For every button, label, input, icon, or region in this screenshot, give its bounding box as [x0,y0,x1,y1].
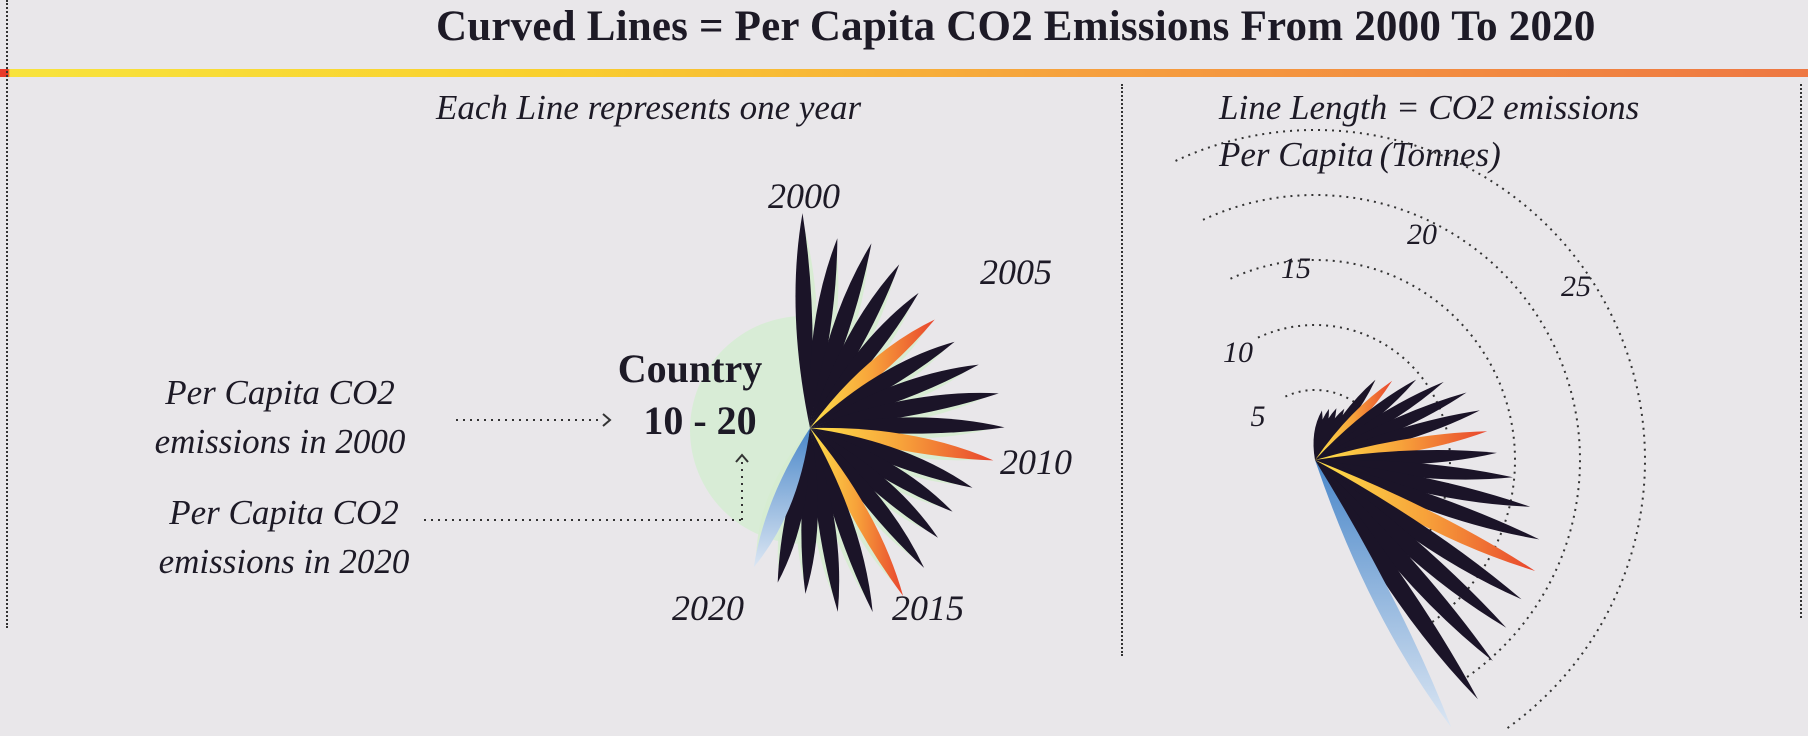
subtitle-right-line1: Line Length = CO2 emissions [1219,88,1640,127]
petal-year-2016 [810,428,873,613]
petal-year-2001 [809,238,838,428]
annotation-start-line2: emissions in 2000 [154,422,406,461]
pointer-start-arrow [602,413,612,427]
year-label-2010: 2010 [1000,442,1072,482]
year-label-2015: 2015 [892,588,964,628]
title-gradient-rule [0,69,1808,77]
petal-year-2000 [795,213,813,428]
pointer-end-arrow [735,453,749,463]
petal-year-2014 [810,428,925,568]
left-fan-chart [690,213,1005,613]
country-label: Country [618,346,762,391]
scale-tick-5: 5 [1251,400,1266,433]
scale-petal-year-2006 [1315,379,1417,460]
annotation-end-line2: emissions in 2020 [158,542,410,581]
scale-petal-year-2017 [1315,460,1507,628]
petal-year-2003 [810,264,900,428]
petal-year-2008 [810,392,999,428]
petal-year-2015 [810,428,904,596]
scale-arc-4 [1202,194,1581,678]
petal-year-2002 [810,243,872,428]
scale-petal-year-2019 [1315,460,1478,700]
year-label-2005: 2005 [980,252,1052,292]
scale-tick-25: 25 [1561,270,1591,303]
right-scale-arcs [1175,129,1646,732]
subtitle-right-line2: Per Capita (Tonnes) [1219,135,1501,175]
year-label-2000: 2000 [768,176,840,216]
scale-petal-year-2018 [1315,460,1493,662]
petal-year-2010 [810,427,994,461]
scale-petal-year-2014 [1315,460,1540,540]
right-fan-chart [1313,379,1540,728]
scale-petal-year-2009 [1315,410,1480,460]
scale-tick-15: 15 [1281,252,1311,285]
scale-petal-year-2016 [1315,460,1522,600]
annotation-end-line1: Per Capita CO2 [169,493,399,532]
scale-petal-year-2005 [1315,380,1393,460]
petal-year-2011 [810,428,973,488]
subtitle-right-percapita: Per Capita [1219,135,1374,174]
scale-petal-year-2008 [1315,392,1467,460]
annotation-end: Per Capita CO2 emissions in 2020 [124,488,444,586]
year-label-2020: 2020 [672,588,744,628]
scale-petal-year-2013 [1315,460,1531,507]
scale-petal-year-2010 [1315,431,1488,460]
scale-arc-3 [1230,259,1516,625]
petal-year-2005 [810,319,935,428]
petal-year-2013 [810,428,938,538]
page-title: Curved Lines = Per Capita CO2 Emissions … [436,3,1596,50]
subtitle-left: Each Line represents one year [436,88,862,127]
petal-year-2006 [810,341,955,428]
petal-year-2012 [810,428,953,512]
panel-divider [1121,84,1123,656]
petal-year-2020 [753,428,810,568]
subtitle-right-unit: (Tonnes) [1379,135,1501,174]
scale-petal-year-2020 [1315,460,1452,728]
petal-year-2004 [810,292,919,428]
scale-petal-year-2007 [1315,381,1444,460]
scale-petal-year-2012 [1315,459,1513,480]
scale-tick-10: 10 [1223,336,1253,369]
annotation-start-line1: Per Capita CO2 [165,373,395,412]
petal-year-2007 [810,364,979,428]
scale-tick-20: 20 [1407,218,1437,251]
left-border-dots [6,0,8,628]
petal-year-2017 [810,428,840,612]
country-range-label: 10 - 20 [643,398,756,443]
annotation-start: Per Capita CO2 emissions in 2000 [120,368,440,466]
scale-petal-year-2015 [1315,460,1536,571]
right-border-dots [1800,84,1802,618]
